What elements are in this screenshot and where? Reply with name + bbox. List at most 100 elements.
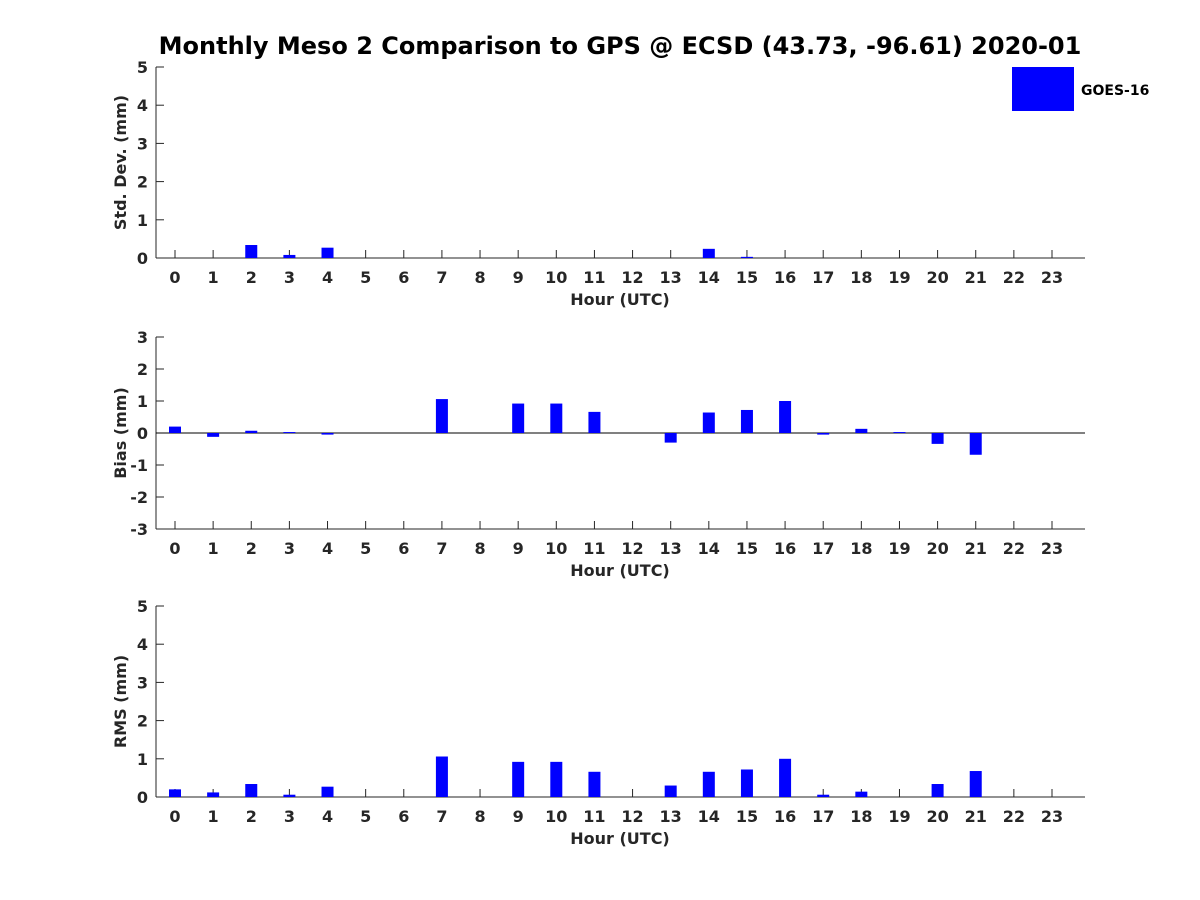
y-tick-label: 4	[137, 635, 148, 654]
bar-hour-17	[817, 433, 830, 435]
y-tick-label: 5	[137, 58, 148, 77]
x-tick-label: 18	[850, 807, 872, 826]
bar-hour-21	[969, 771, 982, 797]
x-tick-label: 2	[246, 268, 257, 287]
x-tick-label: 5	[360, 268, 371, 287]
bar-hour-15	[740, 256, 753, 258]
x-tick-label: 14	[698, 268, 720, 287]
y-tick-label: 0	[137, 249, 148, 268]
x-tick-label: 2	[246, 539, 257, 558]
x-tick-label: 1	[208, 539, 219, 558]
x-tick-label: 18	[850, 539, 872, 558]
x-tick-label: 15	[736, 268, 758, 287]
bar-hour-16	[779, 401, 792, 433]
x-tick-label: 21	[965, 807, 987, 826]
x-tick-label: 16	[774, 807, 796, 826]
bar-hour-17	[817, 794, 830, 797]
y-axis-label: Bias (mm)	[111, 387, 130, 479]
bar-hour-21	[969, 433, 982, 455]
x-tick-label: 20	[926, 807, 948, 826]
bar-hour-13	[664, 433, 677, 443]
x-tick-label: 17	[812, 268, 834, 287]
x-tick-label: 10	[545, 807, 567, 826]
x-axis-label: Hour (UTC)	[570, 561, 670, 580]
y-axis-label: Std. Dev. (mm)	[111, 95, 130, 230]
bar-hour-18	[855, 791, 868, 797]
x-tick-label: 8	[474, 539, 485, 558]
x-tick-label: 17	[812, 539, 834, 558]
x-tick-label: 1	[208, 807, 219, 826]
x-tick-label: 4	[322, 807, 333, 826]
bar-hour-14	[702, 771, 715, 797]
x-tick-label: 14	[698, 807, 720, 826]
bar-hour-2	[245, 430, 258, 433]
x-tick-label: 3	[284, 539, 295, 558]
y-tick-label: 1	[137, 211, 148, 230]
bar-hour-11	[588, 411, 601, 433]
x-tick-label: 23	[1041, 268, 1063, 287]
x-tick-label: 16	[774, 268, 796, 287]
x-tick-label: 15	[736, 807, 758, 826]
chart-title: Monthly Meso 2 Comparison to GPS @ ECSD …	[159, 32, 1082, 60]
x-tick-label: 19	[888, 268, 910, 287]
legend-swatch-goes-16	[1012, 67, 1074, 111]
x-tick-label: 4	[322, 268, 333, 287]
y-tick-label: 1	[137, 750, 148, 769]
x-tick-label: 7	[436, 268, 447, 287]
bar-hour-4	[321, 786, 334, 797]
bar-hour-19	[893, 432, 906, 434]
bar-hour-14	[702, 412, 715, 433]
y-axis-label: RMS (mm)	[111, 655, 130, 748]
y-tick-label: 3	[137, 134, 148, 153]
bar-hour-2	[245, 245, 258, 258]
bar-hour-18	[855, 428, 868, 433]
x-tick-label: 7	[436, 539, 447, 558]
y-tick-label: 0	[137, 424, 148, 443]
x-tick-label: 21	[965, 539, 987, 558]
bar-hour-3	[283, 794, 296, 797]
y-tick-label: 3	[137, 673, 148, 692]
y-tick-label: 0	[137, 788, 148, 807]
x-tick-label: 19	[888, 807, 910, 826]
bar-hour-9	[512, 403, 525, 433]
x-tick-label: 23	[1041, 539, 1063, 558]
bar-hour-11	[588, 771, 601, 797]
y-tick-label: -2	[130, 488, 148, 507]
bar-hour-0	[169, 426, 181, 433]
legend: GOES-16	[1012, 67, 1149, 111]
x-tick-label: 22	[1003, 539, 1025, 558]
x-tick-label: 5	[360, 539, 371, 558]
x-tick-label: 6	[398, 539, 409, 558]
bar-hour-1	[207, 433, 220, 437]
x-tick-label: 17	[812, 807, 834, 826]
bar-hour-15	[740, 769, 753, 797]
x-tick-label: 13	[660, 807, 682, 826]
x-tick-label: 22	[1003, 268, 1025, 287]
x-tick-label: 11	[583, 268, 605, 287]
bar-hour-9	[512, 761, 525, 797]
x-tick-label: 22	[1003, 807, 1025, 826]
legend-label-goes-16: GOES-16	[1081, 83, 1149, 99]
bar-hour-2	[245, 784, 258, 797]
x-tick-label: 5	[360, 807, 371, 826]
x-tick-label: 2	[246, 807, 257, 826]
x-tick-label: 12	[621, 539, 643, 558]
x-tick-label: 14	[698, 539, 720, 558]
x-tick-label: 21	[965, 268, 987, 287]
x-tick-label: 11	[583, 807, 605, 826]
x-tick-label: 3	[284, 268, 295, 287]
x-tick-label: 16	[774, 539, 796, 558]
y-tick-label: 5	[137, 597, 148, 616]
x-tick-label: 20	[926, 539, 948, 558]
x-tick-label: 9	[513, 268, 524, 287]
bar-hour-7	[435, 756, 448, 797]
x-tick-label: 18	[850, 268, 872, 287]
y-tick-label: 2	[137, 173, 148, 192]
bar-hour-15	[740, 409, 753, 433]
bar-hour-3	[283, 432, 296, 434]
bar-hour-14	[702, 248, 715, 258]
bar-hour-7	[435, 399, 448, 433]
bar-hour-20	[931, 433, 944, 444]
